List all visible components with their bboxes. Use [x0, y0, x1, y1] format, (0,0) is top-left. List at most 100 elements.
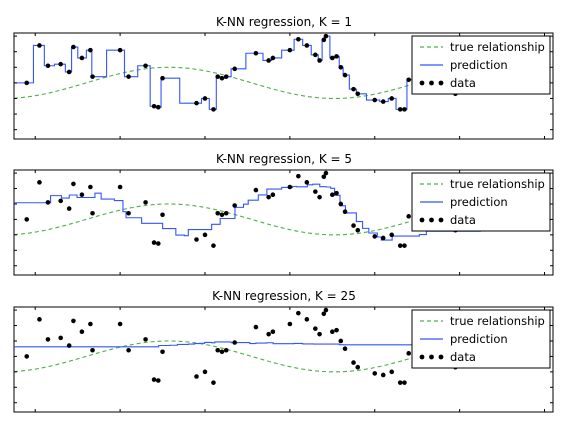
series-layer-k1 [13, 33, 481, 112]
data-point-k1 [313, 52, 318, 58]
data-point-k25 [304, 317, 310, 322]
data-point-k5 [202, 232, 208, 238]
legend-swatch-data-dot-k5 [429, 217, 434, 223]
data-point-k5 [232, 203, 237, 208]
data-point-k25 [37, 317, 42, 322]
prediction-line-k5 [14, 183, 481, 241]
data-point-k25 [45, 337, 51, 342]
panel-k1: K-NN regression, K = 1 true relationship… [13, 15, 554, 140]
data-point-k1 [270, 55, 276, 61]
data-point-k5 [351, 223, 356, 228]
legend-swatch-data-dot-k5 [419, 217, 425, 223]
legend-swatch-data-dot-k1 [429, 80, 434, 86]
data-point-k25 [160, 349, 165, 355]
data-point-k1 [79, 55, 85, 61]
true-relationship-line-k5 [13, 203, 481, 236]
legend-label-prediction-k1: prediction [450, 58, 508, 72]
data-point-k1 [126, 74, 131, 79]
data-point-k25 [156, 378, 161, 383]
data-point-k25 [323, 307, 329, 313]
data-point-k1 [338, 64, 344, 70]
legend-swatch-data-dot-k1 [419, 80, 425, 86]
data-point-k5 [270, 192, 276, 198]
ticks-k5 [14, 170, 553, 275]
data-point-k5 [79, 192, 85, 198]
data-point-k5 [143, 200, 148, 205]
data-point-k25 [117, 321, 123, 327]
data-point-k25 [151, 377, 157, 382]
series-layer-k25 [13, 307, 481, 385]
data-point-k1 [156, 104, 161, 110]
data-point-k25 [194, 374, 199, 379]
legend-k25: true relationship prediction data [411, 309, 551, 369]
data-point-k5 [223, 210, 229, 216]
data-point-k25 [321, 311, 327, 317]
legend-swatch-data-dot-k5 [438, 217, 444, 223]
data-point-k25 [211, 380, 216, 385]
data-point-k25 [232, 340, 237, 345]
data-point-k5 [338, 201, 344, 207]
data-point-k1 [151, 103, 157, 109]
data-point-k25 [90, 347, 95, 353]
data-point-k5 [58, 198, 63, 204]
data-point-k25 [351, 360, 356, 365]
data-point-k1 [372, 97, 378, 103]
data-point-k25 [202, 369, 208, 375]
data-point-k1 [90, 74, 95, 79]
true-relationship-line-k1 [13, 66, 481, 100]
data-point-k5 [156, 241, 161, 246]
data-point-k25 [338, 338, 344, 344]
plot-frame-k5 [13, 169, 554, 276]
data-point-k25 [402, 380, 407, 385]
data-point-k1 [317, 58, 322, 63]
data-point-k25 [355, 364, 361, 370]
ticks-k25 [14, 307, 553, 412]
panel-k25: K-NN regression, K = 25 true relationshi… [13, 289, 554, 413]
data-point-k1 [66, 69, 72, 75]
panel-title-k25: K-NN regression, K = 25 [212, 289, 356, 303]
legend-label-data-k5: data [450, 213, 476, 227]
data-point-k5 [126, 210, 131, 216]
legend-swatch-data-dot-k1 [438, 80, 444, 86]
data-point-k25 [215, 347, 221, 353]
data-point-k5 [194, 237, 199, 242]
data-point-k5 [266, 194, 271, 200]
data-point-k1 [45, 63, 51, 69]
data-point-k1 [211, 107, 216, 112]
legend-swatch-data-dot-k25 [419, 354, 425, 360]
data-point-k1 [88, 47, 93, 53]
data-point-k1 [380, 99, 386, 104]
data-point-k1 [389, 96, 395, 101]
legend-label-true-k5: true relationship [450, 177, 545, 191]
data-point-k5 [117, 184, 123, 190]
data-point-k25 [143, 337, 148, 342]
data-point-k5 [219, 212, 225, 218]
legend-label-prediction-k5: prediction [450, 195, 508, 209]
data-point-k25 [58, 335, 63, 341]
data-point-k1 [296, 36, 301, 42]
panel-title-k1: K-NN regression, K = 1 [216, 15, 352, 29]
true-relationship-line-k25 [13, 340, 481, 373]
data-point-k1 [330, 55, 335, 61]
data-point-k1 [323, 33, 329, 39]
data-point-k5 [71, 181, 76, 187]
data-point-k5 [330, 192, 335, 198]
data-point-k1 [202, 96, 208, 101]
data-point-k1 [160, 75, 165, 81]
data-point-k5 [151, 240, 157, 245]
legend-k1: true relationship prediction data [411, 35, 551, 95]
panel-title-k5: K-NN regression, K = 5 [216, 152, 352, 166]
data-point-k1 [266, 58, 271, 63]
data-point-k1 [253, 50, 259, 56]
data-point-k25 [342, 346, 348, 351]
data-point-k25 [406, 351, 412, 356]
data-point-k1 [397, 107, 403, 112]
data-point-k5 [402, 243, 407, 248]
data-point-k5 [317, 194, 322, 200]
data-point-k25 [79, 329, 85, 335]
data-point-k5 [66, 206, 72, 211]
legend-swatch-data-dot-k25 [429, 354, 434, 360]
data-point-k1 [351, 86, 356, 92]
data-point-k5 [389, 232, 395, 238]
